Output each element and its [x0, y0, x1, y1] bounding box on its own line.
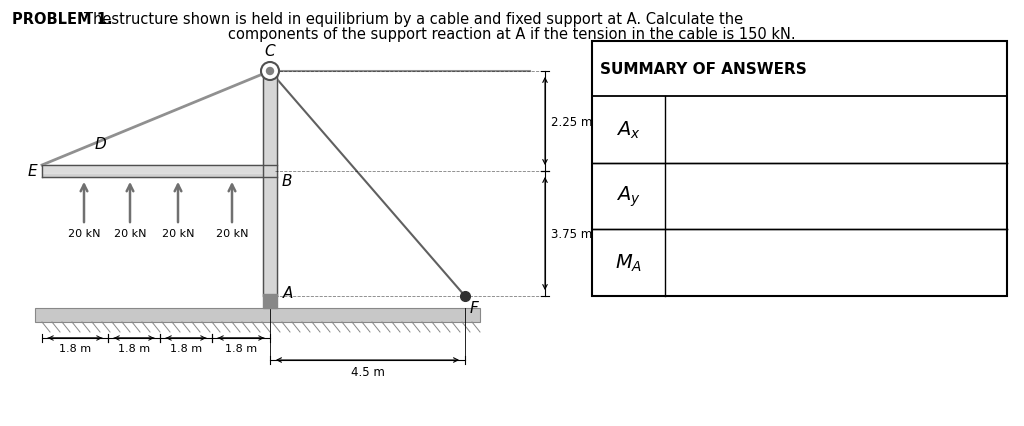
- Text: 2.25 m: 2.25 m: [551, 115, 592, 128]
- Text: 20 kN: 20 kN: [216, 228, 248, 239]
- Text: 1.8 m: 1.8 m: [118, 343, 151, 353]
- Bar: [35, 308, 480, 322]
- Text: PROBLEM 1.: PROBLEM 1.: [12, 12, 113, 27]
- Text: 1.8 m: 1.8 m: [59, 343, 91, 353]
- Text: $A_x$: $A_x$: [616, 119, 641, 141]
- Text: B: B: [282, 173, 293, 189]
- Text: F: F: [470, 300, 479, 315]
- Text: 20 kN: 20 kN: [162, 228, 195, 239]
- Text: A: A: [283, 285, 293, 300]
- Text: E: E: [28, 164, 37, 179]
- Text: D: D: [94, 137, 105, 152]
- Text: $A_y$: $A_y$: [616, 184, 641, 209]
- Text: C: C: [264, 44, 275, 59]
- Text: 4.5 m: 4.5 m: [350, 365, 384, 378]
- Text: 20 kN: 20 kN: [114, 228, 146, 239]
- Circle shape: [266, 68, 273, 75]
- Text: 1.8 m: 1.8 m: [170, 343, 202, 353]
- Text: components of the support reaction at A if the tension in the cable is 150 kN.: components of the support reaction at A …: [228, 27, 796, 42]
- Text: 1.8 m: 1.8 m: [225, 343, 257, 353]
- Bar: [592, 42, 1007, 296]
- Text: 3.75 m: 3.75 m: [551, 227, 592, 240]
- Text: 20 kN: 20 kN: [68, 228, 100, 239]
- Text: $M_A$: $M_A$: [614, 253, 642, 273]
- Text: SUMMARY OF ANSWERS: SUMMARY OF ANSWERS: [600, 62, 807, 77]
- Circle shape: [261, 63, 279, 81]
- Text: Thestructure shown is held in equilibrium by a cable and fixed support at A. Cal: Thestructure shown is held in equilibriu…: [84, 12, 743, 27]
